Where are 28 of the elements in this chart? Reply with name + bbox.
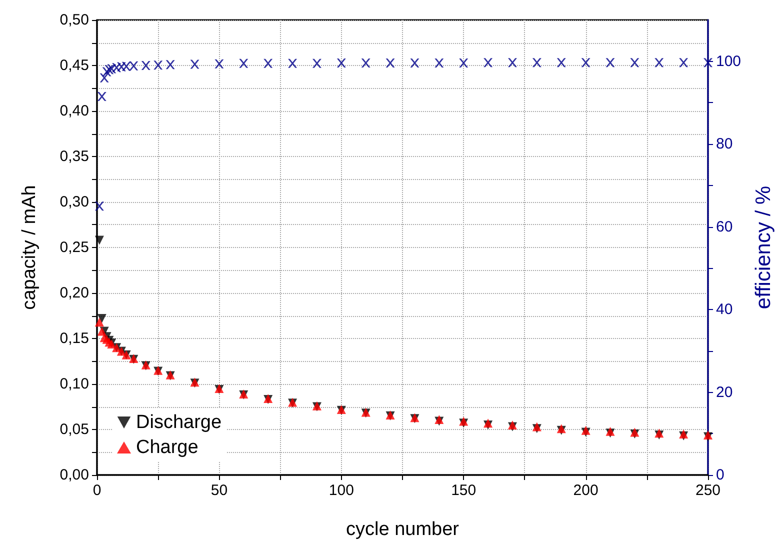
y2-tick-label: 60: [716, 218, 733, 236]
y-axis-title: capacity / mAh: [19, 185, 40, 310]
y2-tick-label: 40: [716, 301, 733, 318]
y-tick-label: 0,35: [60, 148, 89, 165]
legend-label: Charge: [136, 437, 198, 458]
y-tick-label: 0,05: [60, 421, 89, 438]
x-tick-label: 150: [451, 482, 476, 499]
y-tick-label: 0,20: [60, 284, 89, 302]
y2-tick-label: 20: [716, 384, 733, 401]
y-tick-label: 0,25: [60, 239, 89, 256]
x-tick-label: 250: [695, 482, 721, 499]
y-tick-label: 0,40: [60, 102, 89, 120]
x-tick-label: 200: [573, 482, 598, 499]
y-tick-label: 0,00: [60, 466, 89, 484]
y2-axis-title: efficiency / %: [752, 186, 775, 310]
y2-tick-label: 0: [716, 466, 724, 484]
x-tick-label: 50: [210, 482, 228, 499]
x-tick-label: 0: [92, 482, 102, 499]
y-tick-label: 0,30: [60, 194, 89, 210]
x-axis-title: cycle number: [346, 519, 460, 540]
y-tick-label: 0,10: [60, 376, 89, 392]
y2-tick-label: 80: [716, 136, 733, 153]
x-tick-label: 100: [328, 482, 354, 499]
y-tick-label: 0,15: [60, 330, 89, 347]
y2-tick-label: 100: [716, 52, 742, 70]
y-tick-label: 0,45: [60, 57, 89, 74]
legend-label: Discharge: [136, 412, 222, 433]
y-tick-label: 0,50: [60, 12, 89, 28]
